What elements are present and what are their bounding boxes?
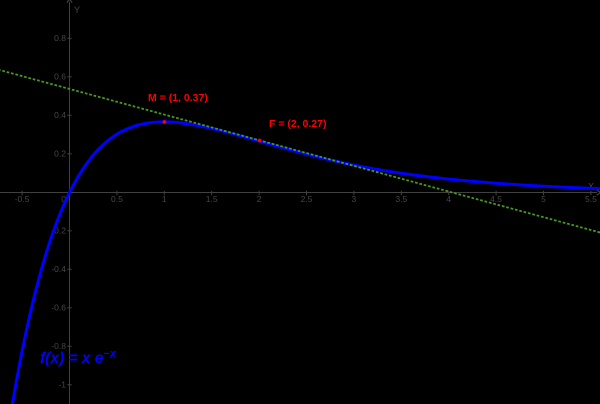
svg-text:Y: Y [74,5,80,15]
svg-text:2.5: 2.5 [301,194,313,204]
svg-text:0.6: 0.6 [54,72,66,82]
svg-text:3.5: 3.5 [395,194,407,204]
svg-text:X: X [588,182,594,192]
svg-text:2: 2 [257,194,262,204]
svg-text:3: 3 [352,194,357,204]
svg-text:-0.6: -0.6 [51,303,66,313]
svg-text:5.5: 5.5 [585,194,597,204]
svg-text:F = (2, 0.27): F = (2, 0.27) [269,118,326,130]
svg-text:-0.4: -0.4 [51,264,66,274]
svg-text:1.5: 1.5 [206,194,218,204]
svg-text:-0.5: -0.5 [15,194,30,204]
svg-text:0.2: 0.2 [54,149,66,159]
svg-text:f(x) = x e−x: f(x) = x e−x [40,348,117,367]
svg-text:0: 0 [61,194,66,204]
svg-text:1: 1 [162,194,167,204]
svg-text:4.5: 4.5 [490,194,502,204]
svg-text:0.8: 0.8 [54,33,66,43]
svg-text:-0.2: -0.2 [51,226,66,236]
svg-text:0.4: 0.4 [54,110,66,120]
svg-text:-0.8: -0.8 [51,341,66,351]
svg-text:M = (1, 0.37): M = (1, 0.37) [148,92,208,104]
svg-text:4: 4 [446,194,451,204]
svg-text:5: 5 [541,194,546,204]
svg-text:0.5: 0.5 [111,194,123,204]
svg-text:-1: -1 [58,380,66,390]
